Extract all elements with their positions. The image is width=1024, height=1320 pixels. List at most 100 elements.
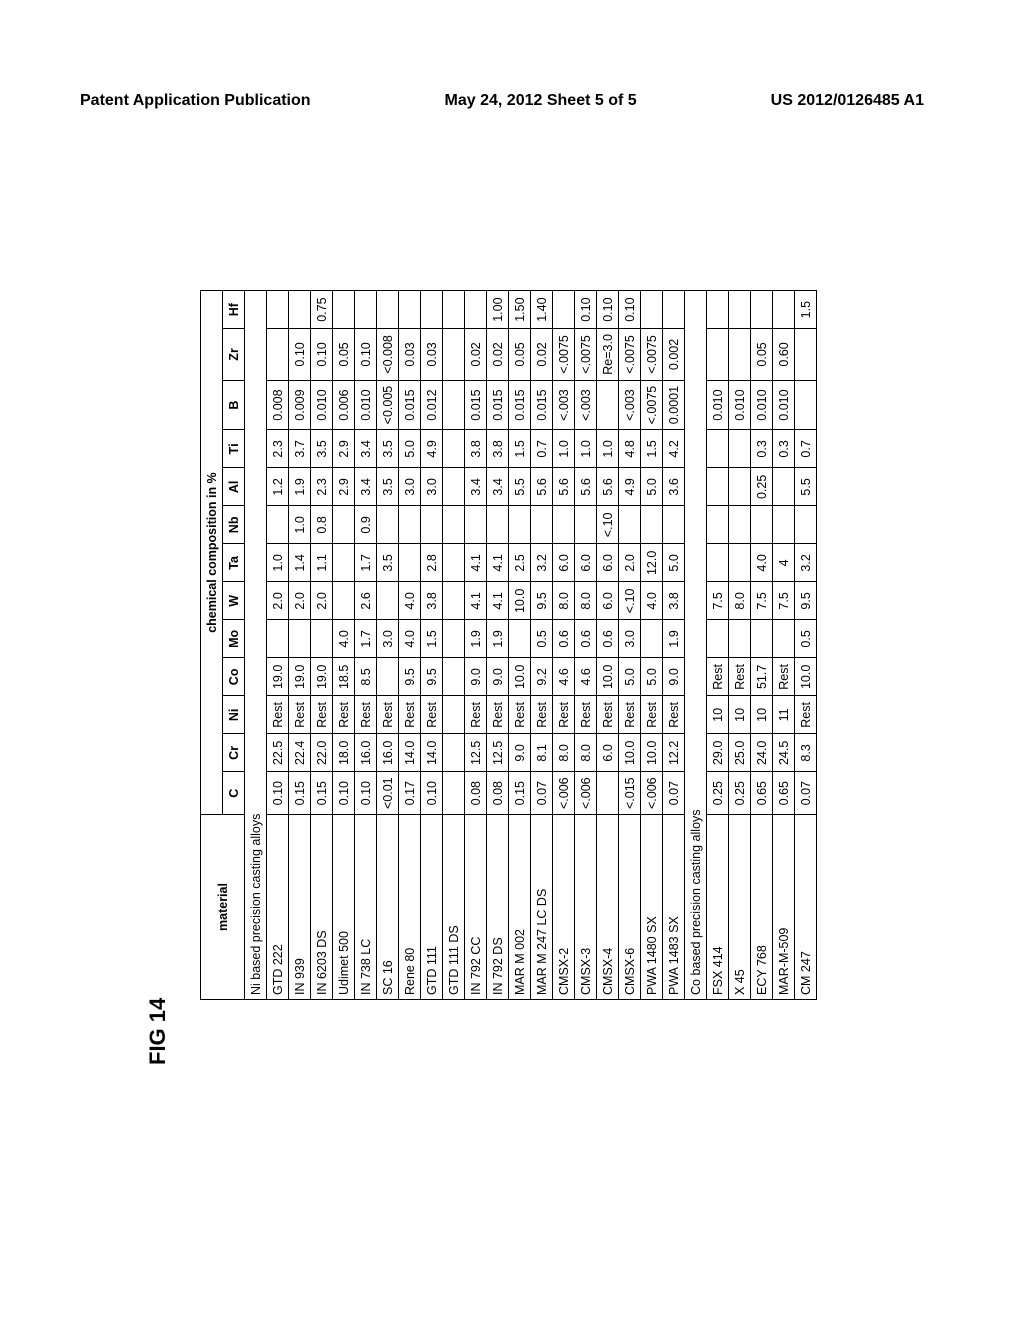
cell-al: 5.6 bbox=[531, 468, 553, 506]
cell-co: 5.0 bbox=[641, 658, 663, 696]
cell-cr: 12.5 bbox=[465, 734, 487, 772]
cell-zr: 0.02 bbox=[531, 329, 553, 381]
cell-w: 7.5 bbox=[707, 582, 729, 620]
cell-co: 9.5 bbox=[421, 658, 443, 696]
cell-mo bbox=[509, 620, 531, 658]
material-name: PWA 1480 SX bbox=[641, 815, 663, 1000]
cell-zr: 0.05 bbox=[509, 329, 531, 381]
material-name: IN 939 bbox=[289, 815, 311, 1000]
cell-w: 9.5 bbox=[531, 582, 553, 620]
table-row: IN 792 CC0.0812.5Rest9.01.94.14.13.43.80… bbox=[465, 291, 487, 1000]
cell-b bbox=[597, 380, 619, 430]
cell-ni: Rest bbox=[553, 696, 575, 734]
cell-cr: 29.0 bbox=[707, 734, 729, 772]
cell-ni: Rest bbox=[795, 696, 817, 734]
cell-cr: 6.0 bbox=[597, 734, 619, 772]
cell-b: 0.009 bbox=[289, 380, 311, 430]
cell-nb: <.10 bbox=[597, 506, 619, 544]
cell-w bbox=[377, 582, 399, 620]
cell-w: 7.5 bbox=[773, 582, 795, 620]
cell-c: 0.10 bbox=[333, 772, 355, 815]
cell-cr: 12.5 bbox=[487, 734, 509, 772]
table-row: MAR-M-5090.6524.511Rest7.540.30.0100.60 bbox=[773, 291, 795, 1000]
cell-ni: Rest bbox=[531, 696, 553, 734]
col-ta: Ta bbox=[223, 544, 245, 582]
table-row: CMSX-6<.01510.0Rest5.03.0<.102.04.94.8<.… bbox=[619, 291, 641, 1000]
cell-cr: 22.0 bbox=[311, 734, 333, 772]
cell-ti: 4.8 bbox=[619, 430, 641, 468]
cell-w: 7.5 bbox=[751, 582, 773, 620]
cell-al: 4.9 bbox=[619, 468, 641, 506]
cell-c: 0.08 bbox=[487, 772, 509, 815]
cell-ni: 10 bbox=[729, 696, 751, 734]
cell-mo bbox=[707, 620, 729, 658]
cell-w: 4.1 bbox=[465, 582, 487, 620]
cell-b: <.003 bbox=[575, 380, 597, 430]
cell-b: 0.010 bbox=[707, 380, 729, 430]
cell-mo bbox=[289, 620, 311, 658]
cell-cr: 8.0 bbox=[553, 734, 575, 772]
cell-nb bbox=[575, 506, 597, 544]
cell-ta bbox=[333, 544, 355, 582]
cell-zr: 0.002 bbox=[663, 329, 685, 381]
cell-nb bbox=[553, 506, 575, 544]
cell-hf: 0.10 bbox=[575, 291, 597, 329]
cell-al: 2.3 bbox=[311, 468, 333, 506]
cell-mo: 0.6 bbox=[553, 620, 575, 658]
cell-w: 9.5 bbox=[795, 582, 817, 620]
cell-nb bbox=[531, 506, 553, 544]
col-w: W bbox=[223, 582, 245, 620]
material-name: GTD 111 DS bbox=[443, 815, 465, 1000]
cell-mo bbox=[751, 620, 773, 658]
cell-c: 0.25 bbox=[729, 772, 751, 815]
cell-nb bbox=[509, 506, 531, 544]
cell-b: 0.015 bbox=[487, 380, 509, 430]
material-name: MAR-M-509 bbox=[773, 815, 795, 1000]
cell-zr bbox=[443, 329, 465, 381]
cell-ni: Rest bbox=[355, 696, 377, 734]
cell-hf bbox=[729, 291, 751, 329]
cell-co: 19.0 bbox=[267, 658, 289, 696]
table-row: CMSX-2<.0068.0Rest4.60.68.06.05.61.0<.00… bbox=[553, 291, 575, 1000]
cell-c: <.006 bbox=[575, 772, 597, 815]
cell-al: 5.6 bbox=[597, 468, 619, 506]
cell-al bbox=[707, 468, 729, 506]
cell-hf bbox=[333, 291, 355, 329]
cell-mo: 0.6 bbox=[597, 620, 619, 658]
cell-hf bbox=[443, 291, 465, 329]
cell-nb bbox=[641, 506, 663, 544]
cell-co: 9.2 bbox=[531, 658, 553, 696]
cell-co: 9.0 bbox=[487, 658, 509, 696]
cell-zr: 0.10 bbox=[289, 329, 311, 381]
cell-w: 3.8 bbox=[663, 582, 685, 620]
cell-ti: 4.2 bbox=[663, 430, 685, 468]
cell-zr: 0.03 bbox=[421, 329, 443, 381]
cell-mo bbox=[443, 620, 465, 658]
cell-hf bbox=[751, 291, 773, 329]
cell-zr: 0.10 bbox=[355, 329, 377, 381]
cell-zr: 0.60 bbox=[773, 329, 795, 381]
cell-ni: Rest bbox=[333, 696, 355, 734]
table-header: material chemical composition in % CCrNi… bbox=[201, 291, 245, 1000]
cell-b: 0.010 bbox=[751, 380, 773, 430]
material-name: X 45 bbox=[729, 815, 751, 1000]
cell-ti bbox=[443, 430, 465, 468]
cell-c: <.006 bbox=[553, 772, 575, 815]
cell-ti bbox=[729, 430, 751, 468]
cell-hf bbox=[663, 291, 685, 329]
material-name: GTD 222 bbox=[267, 815, 289, 1000]
cell-w: 8.0 bbox=[729, 582, 751, 620]
material-name: CMSX-6 bbox=[619, 815, 641, 1000]
cell-cr: 8.0 bbox=[575, 734, 597, 772]
section-title: Ni based precision casting alloys bbox=[245, 291, 267, 1000]
cell-ni: Rest bbox=[509, 696, 531, 734]
cell-mo: 1.9 bbox=[465, 620, 487, 658]
cell-ti: 1.0 bbox=[553, 430, 575, 468]
material-name: IN 792 CC bbox=[465, 815, 487, 1000]
table-row: IN 6203 DS0.1522.0Rest19.02.01.10.82.33.… bbox=[311, 291, 333, 1000]
cell-co: 18.5 bbox=[333, 658, 355, 696]
cell-b: 0.015 bbox=[465, 380, 487, 430]
cell-nb bbox=[443, 506, 465, 544]
cell-hf: 0.75 bbox=[311, 291, 333, 329]
cell-al bbox=[729, 468, 751, 506]
